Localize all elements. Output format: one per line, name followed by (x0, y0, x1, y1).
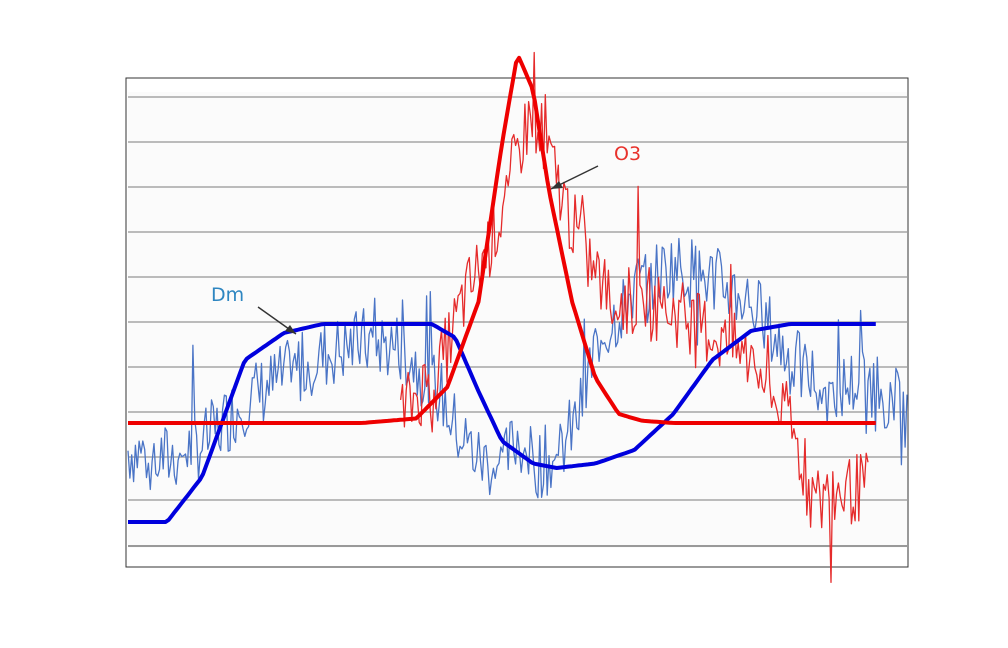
o3-fitted-line (128, 55, 876, 425)
dm-arrowhead (285, 325, 296, 334)
o3-annotation: O3 (550, 143, 641, 190)
o3-measured-line (399, 51, 869, 584)
series-layer (127, 51, 908, 584)
dm-fitted-line (128, 322, 876, 524)
plot-background (128, 92, 907, 548)
dm-measured-line (127, 237, 908, 499)
dm-label: Dm (211, 284, 244, 306)
o3-label: O3 (614, 143, 641, 165)
dm-annotation: Dm (211, 284, 297, 335)
gridlines (128, 96, 907, 547)
o3-arrowhead (551, 181, 563, 189)
